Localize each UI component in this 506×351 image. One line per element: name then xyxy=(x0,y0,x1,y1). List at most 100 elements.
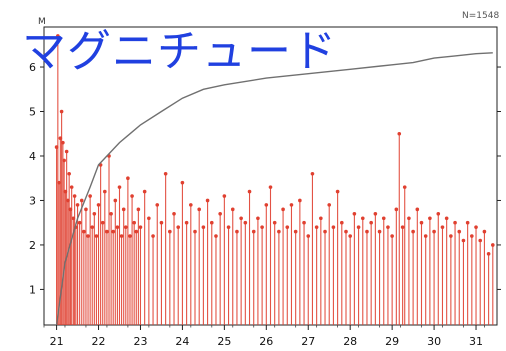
x-tick-label: 26 xyxy=(259,335,273,348)
quake-point xyxy=(440,225,445,229)
quake-point xyxy=(449,234,453,238)
quake-point xyxy=(111,229,116,234)
quake-point xyxy=(115,225,120,229)
quake-point xyxy=(314,225,319,229)
quake-point xyxy=(397,131,402,136)
quake-point xyxy=(72,194,77,198)
quake-point xyxy=(306,234,311,238)
quake-point xyxy=(214,234,218,238)
y-axis-label: M xyxy=(38,17,46,27)
cumulative-line xyxy=(55,52,493,326)
quake-point xyxy=(201,225,206,229)
quake-point xyxy=(390,234,394,238)
quake-point xyxy=(369,220,373,225)
quake-point xyxy=(331,225,336,229)
quake-point xyxy=(123,225,128,229)
quake-point xyxy=(235,229,239,234)
magnitude-title-overlay: マグニチュード xyxy=(22,26,337,77)
x-tick-label: 29 xyxy=(385,335,399,348)
y-tick-label: 1 xyxy=(29,283,36,296)
quake-point xyxy=(77,220,82,225)
quake-point xyxy=(453,220,457,225)
quake-point xyxy=(293,229,298,234)
quake-point xyxy=(285,225,290,229)
quake-point xyxy=(59,109,64,114)
quake-point xyxy=(335,189,340,194)
quake-point xyxy=(176,225,181,229)
quake-point xyxy=(377,229,382,234)
quake-point xyxy=(319,216,323,221)
quake-point xyxy=(132,220,136,225)
quake-point xyxy=(428,216,432,221)
quake-point xyxy=(289,203,294,207)
quake-point xyxy=(180,180,185,185)
quake-point xyxy=(184,220,189,225)
quake-point xyxy=(86,234,90,238)
cumulative-layer xyxy=(55,52,493,326)
quake-point xyxy=(277,229,281,234)
quake-point xyxy=(365,229,369,234)
quake-point xyxy=(302,220,306,225)
quake-point xyxy=(159,220,164,225)
quake-point xyxy=(461,238,466,243)
quake-point xyxy=(457,229,462,234)
quake-point xyxy=(373,212,378,216)
quake-point xyxy=(69,185,74,189)
stems-layer xyxy=(54,34,495,325)
quake-point xyxy=(482,229,487,234)
x-tick-label: 24 xyxy=(175,335,189,348)
quake-point xyxy=(79,198,84,203)
quake-point xyxy=(415,207,420,212)
quake-point xyxy=(264,203,269,207)
x-tick-label: 30 xyxy=(427,335,441,348)
quake-point xyxy=(230,207,235,212)
quake-point xyxy=(142,189,147,194)
quake-point xyxy=(402,185,407,189)
quake-point xyxy=(151,234,155,238)
quake-point xyxy=(407,216,411,221)
quake-point xyxy=(352,212,357,216)
quake-point xyxy=(62,158,66,163)
quake-point xyxy=(491,243,495,247)
quake-point xyxy=(323,229,327,234)
quake-point xyxy=(394,207,399,212)
quake-point xyxy=(226,225,231,229)
quake-point xyxy=(340,220,344,225)
quake-point xyxy=(256,216,260,221)
quake-point xyxy=(67,171,71,176)
quake-point xyxy=(268,185,273,189)
sample-count-label: N=1548 xyxy=(462,11,499,21)
quake-point xyxy=(470,234,474,238)
y-tick-label: 3 xyxy=(29,194,36,207)
quake-point xyxy=(327,203,332,207)
quake-point xyxy=(119,234,124,238)
quake-point xyxy=(88,194,92,198)
quake-point xyxy=(121,207,126,212)
quake-point xyxy=(126,176,130,181)
quake-point xyxy=(105,229,109,234)
quake-point xyxy=(90,225,95,229)
quake-point xyxy=(130,194,134,198)
quake-point xyxy=(193,229,197,234)
quake-point xyxy=(356,225,361,229)
quake-point xyxy=(96,203,101,207)
quake-point xyxy=(474,225,478,229)
quake-point xyxy=(432,229,436,234)
quake-point xyxy=(247,189,252,194)
quake-point xyxy=(189,203,193,207)
quake-point xyxy=(163,171,168,176)
x-tick-label: 21 xyxy=(50,335,64,348)
x-tick-label: 28 xyxy=(343,335,357,348)
quake-point xyxy=(218,212,222,216)
quake-point xyxy=(478,238,483,243)
quake-point xyxy=(168,229,172,234)
quake-point xyxy=(64,149,69,154)
quake-point xyxy=(147,216,151,221)
quake-point xyxy=(75,203,80,207)
quake-point xyxy=(344,229,348,234)
quake-point xyxy=(100,220,105,225)
quake-point xyxy=(113,198,118,203)
quake-point xyxy=(298,198,302,203)
quake-point xyxy=(243,220,248,225)
